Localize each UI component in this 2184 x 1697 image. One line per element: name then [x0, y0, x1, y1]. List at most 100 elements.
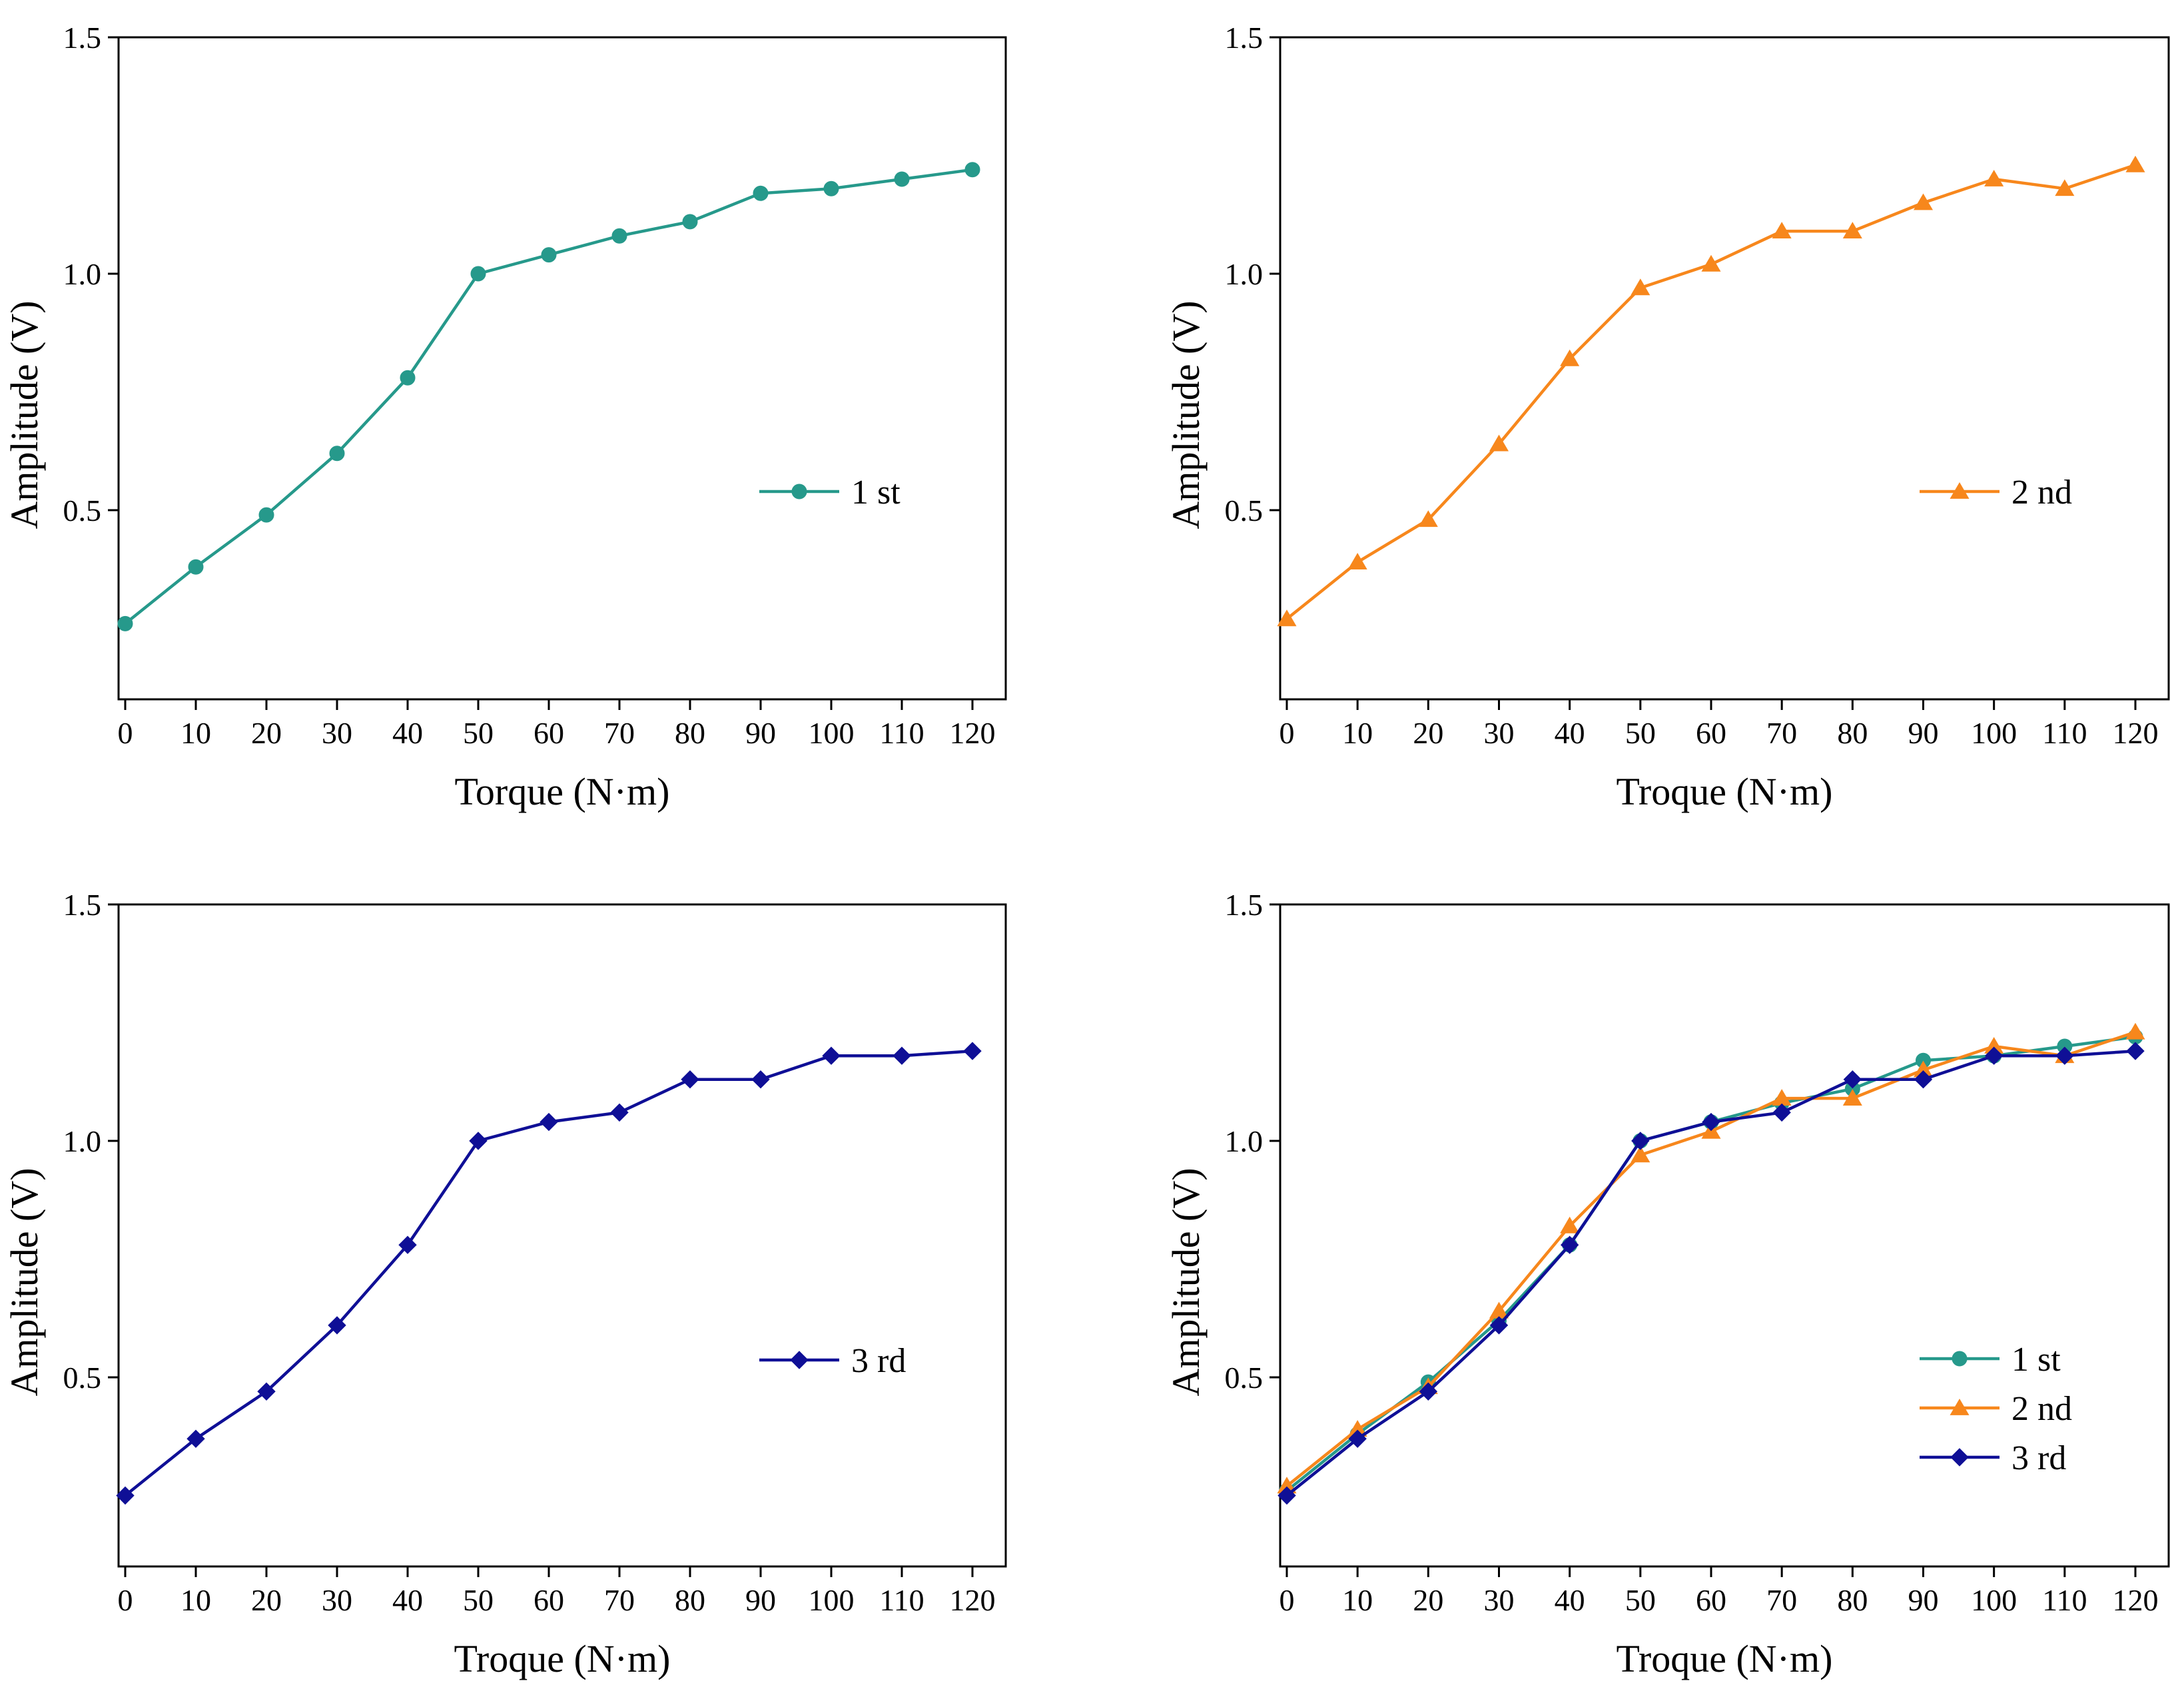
y-axis-title: Amplitude (V): [3, 300, 46, 529]
x-tick-label: 110: [2042, 716, 2087, 750]
data-point: [470, 266, 486, 282]
y-tick-label: 0.5: [1225, 1361, 1264, 1395]
y-tick-label: 1.0: [1225, 1124, 1264, 1158]
x-axis-title: Troque (N·m): [454, 1637, 671, 1680]
legend-marker: [1950, 1399, 1970, 1415]
y-tick-label: 1.5: [1225, 888, 1264, 922]
data-point: [964, 162, 980, 178]
y-tick-label: 1.0: [63, 257, 102, 291]
x-tick-label: 90: [1908, 1583, 1939, 1617]
data-point: [1419, 1382, 1438, 1401]
series-line: [1285, 1035, 2136, 1493]
legend-entry: 3 rd: [1920, 1439, 2066, 1477]
x-tick-label: 50: [1625, 1583, 1656, 1617]
legend-marker: [1950, 482, 1970, 499]
data-point: [611, 228, 627, 244]
data-point: [1489, 434, 1509, 452]
series-3-rd: [116, 1042, 982, 1505]
data-point: [2125, 155, 2145, 172]
data-point: [753, 185, 769, 201]
legend-entry: 3 rd: [759, 1342, 906, 1380]
series-line: [1285, 163, 2136, 621]
x-tick-label: 100: [809, 1583, 855, 1617]
x-tick-label: 30: [322, 716, 352, 750]
chart-panel-3: 0 10 20 30 40 50 60 70 80 90 100 110 120 0.5 1.0 1.5 Tro…: [3, 888, 1007, 1680]
y-axis-title: Amplitude (V): [1164, 300, 1208, 529]
data-point: [116, 1486, 135, 1505]
data-point: [1631, 1132, 1650, 1150]
data-point: [329, 446, 345, 462]
x-tick-label: 80: [675, 1583, 705, 1617]
x-tick-label: 110: [879, 716, 924, 750]
data-point: [1913, 193, 1934, 210]
x-tick-label: 20: [251, 1583, 282, 1617]
data-point: [1277, 609, 1297, 627]
data-point: [1347, 553, 1367, 569]
data-point: [751, 1070, 770, 1089]
legend-entry: 2 nd: [1920, 1390, 2072, 1428]
x-tick-label: 0: [1279, 716, 1295, 750]
x-axis-title: Troque (N·m): [1617, 1637, 1833, 1680]
data-point: [894, 171, 910, 187]
legend-entry: 2 nd: [1920, 474, 2072, 511]
x-tick-label: 100: [1971, 716, 2017, 750]
y-axis-title: Amplitude (V): [1164, 1168, 1208, 1396]
data-point: [1348, 1429, 1367, 1449]
data-point: [1842, 222, 1862, 238]
data-point: [2126, 1042, 2145, 1060]
x-tick-label: 50: [1625, 716, 1656, 750]
data-point: [1701, 254, 1721, 272]
x-tick-label: 100: [1971, 1583, 2017, 1617]
x-tick-label: 110: [2042, 1583, 2087, 1617]
chart-panel-2: 0 10 20 30 40 50 60 70 80 90 100 110 120 0.5 1.0 1.5 Tro…: [1164, 21, 2170, 813]
y-tick-label: 0.5: [63, 494, 102, 527]
y-tick-label: 0.5: [63, 1361, 102, 1395]
data-point: [1560, 1216, 1580, 1233]
x-tick-label: 50: [463, 716, 494, 750]
x-tick-label: 100: [809, 716, 855, 750]
y-tick-label: 1.0: [63, 1124, 102, 1158]
data-point: [1560, 349, 1580, 366]
data-point: [1702, 1112, 1720, 1132]
data-point: [2055, 1046, 2074, 1065]
plot-frame: [117, 36, 1007, 701]
x-tick-label: 80: [675, 716, 705, 750]
legend-label: 3 rd: [2011, 1439, 2066, 1477]
x-tick-label: 10: [1342, 1583, 1373, 1617]
series-line: [1285, 1030, 2136, 1488]
y-tick-label: 1.5: [63, 21, 102, 55]
data-point: [257, 1382, 276, 1401]
data-point: [1631, 1146, 1650, 1163]
x-tick-label: 40: [1555, 716, 1585, 750]
y-tick-label: 0.5: [1225, 494, 1264, 527]
plot-frame: [117, 903, 1007, 1568]
x-tick-label: 50: [463, 1583, 494, 1617]
x-tick-label: 70: [1766, 1583, 1797, 1617]
data-point: [682, 214, 698, 230]
data-point: [400, 370, 416, 386]
legend: 3 rd: [759, 1342, 906, 1380]
x-tick-label: 120: [2113, 1583, 2159, 1617]
data-point: [1984, 1046, 2003, 1065]
data-point: [540, 1112, 558, 1132]
x-tick-label: 40: [392, 716, 423, 750]
y-axis-title: Amplitude (V): [3, 1168, 46, 1396]
data-point: [117, 615, 133, 631]
x-tick-label: 0: [118, 1583, 133, 1617]
x-tick-label: 10: [181, 716, 211, 750]
legend-label: 2 nd: [2011, 1390, 2072, 1428]
x-tick-label: 70: [604, 1583, 635, 1617]
data-point: [1631, 278, 1650, 296]
data-point: [186, 1429, 205, 1449]
series-line: [124, 168, 973, 625]
x-tick-label: 30: [1484, 1583, 1515, 1617]
data-point: [963, 1042, 982, 1060]
legend-marker: [790, 1351, 809, 1369]
x-tick-label: 120: [2113, 716, 2159, 750]
y-tick-label: 1.0: [1225, 257, 1264, 291]
legend: 1 st 2 nd 3 rd: [1920, 1341, 2072, 1477]
data-point: [893, 1046, 911, 1065]
data-point: [2125, 1022, 2145, 1040]
data-point: [1418, 510, 1438, 527]
